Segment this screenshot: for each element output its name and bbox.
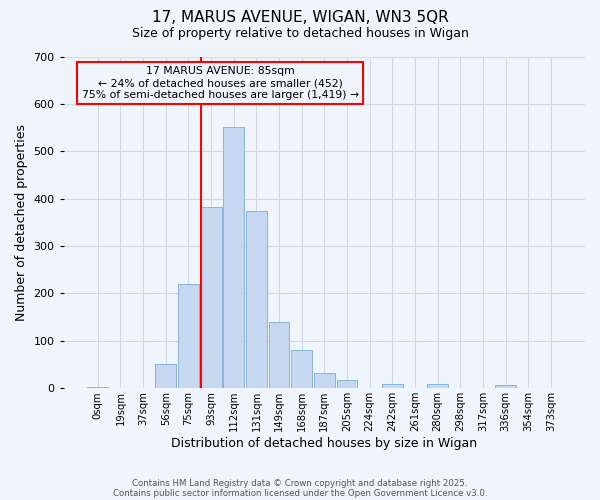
Bar (155, 364, 176, 388)
Bar (495, 385, 516, 388)
Bar (382, 384, 403, 388)
Bar (178, 284, 199, 389)
Bar (246, 210, 267, 388)
Bar (427, 384, 448, 388)
Text: Contains public sector information licensed under the Open Government Licence v3: Contains public sector information licen… (113, 488, 487, 498)
Bar (291, 350, 312, 389)
Bar (200, 207, 221, 388)
Text: 17 MARUS AVENUE: 85sqm
← 24% of detached houses are smaller (452)
75% of semi-de: 17 MARUS AVENUE: 85sqm ← 24% of detached… (82, 66, 359, 100)
Bar (223, 127, 244, 388)
Text: 17, MARUS AVENUE, WIGAN, WN3 5QR: 17, MARUS AVENUE, WIGAN, WN3 5QR (152, 10, 448, 25)
Text: Size of property relative to detached houses in Wigan: Size of property relative to detached ho… (131, 28, 469, 40)
X-axis label: Distribution of detached houses by size in Wigan: Distribution of detached houses by size … (171, 437, 478, 450)
Bar (314, 373, 335, 388)
Text: Contains HM Land Registry data © Crown copyright and database right 2025.: Contains HM Land Registry data © Crown c… (132, 478, 468, 488)
Bar (269, 322, 289, 388)
Y-axis label: Number of detached properties: Number of detached properties (15, 124, 28, 321)
Bar (337, 380, 358, 388)
